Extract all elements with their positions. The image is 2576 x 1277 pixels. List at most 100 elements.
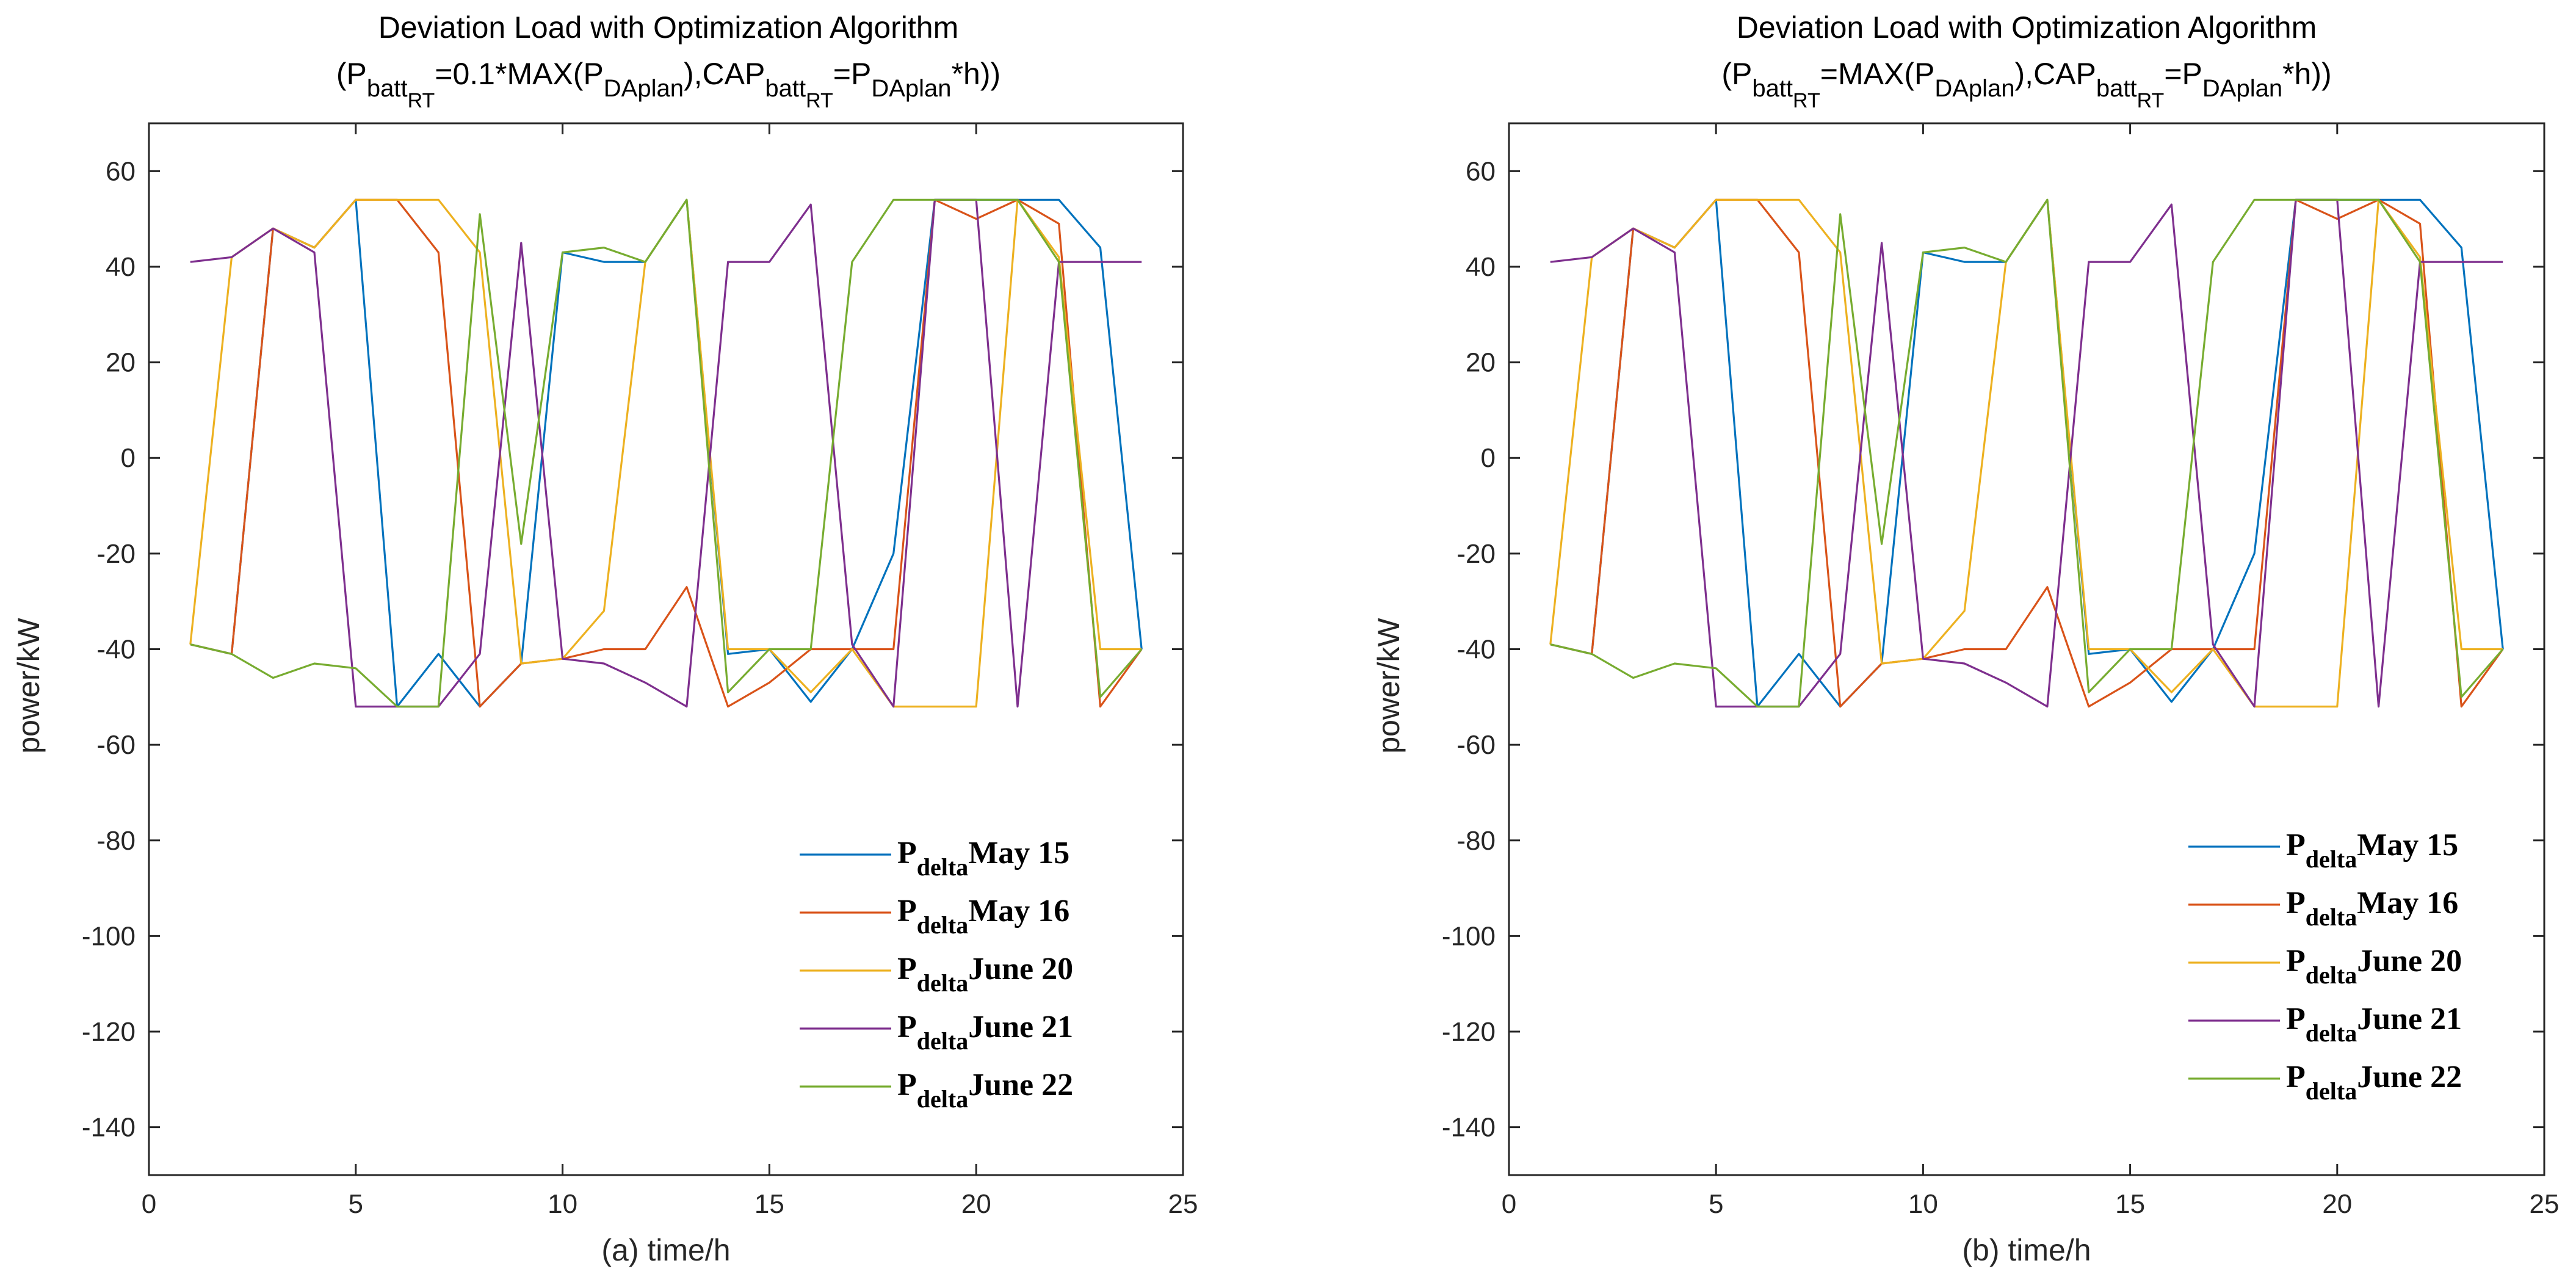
subtitle-subscript: RT [408,89,435,112]
y-tick-label: 20 [106,348,136,378]
legend-entry: PdeltaJune 20 [897,952,1073,997]
y-tick-label: -80 [1456,826,1496,856]
legend-entry: PdeltaJune 22 [897,1068,1073,1113]
legend-prefix: P [2286,1060,2306,1094]
legend-prefix: P [2286,886,2306,921]
subtitle-subscript: batt [2096,75,2137,102]
legend-entry: PdeltaMay 16 [2286,886,2458,931]
x-tick-label: 15 [2115,1189,2145,1219]
subtitle-part: ),CAP [2015,57,2096,91]
subtitle-part: *h)) [2282,57,2332,91]
legend-prefix: P [897,952,917,986]
legend-prefix: P [2286,828,2306,863]
subtitle-subscript: DAplan [1934,75,2014,102]
legend-subscript: delta [917,853,968,881]
y-tick-label: -40 [96,635,136,665]
y-tick-label: -20 [96,539,136,569]
legend-entry: PdeltaMay 16 [897,894,1069,939]
subtitle-part: *h)) [952,57,1001,91]
y-tick-label: -20 [1456,539,1496,569]
subtitle-subscript: batt [367,75,408,102]
y-tick-label: -40 [1456,635,1496,665]
subtitle-subscript: RT [806,89,833,112]
chart-subtitle: (PbattRT=MAX(PDAplan),CAPbattRT=PDAplan*… [1721,57,2331,112]
y-axis-label: power/kW [1372,618,1406,754]
subtitle-part: =P [833,57,872,91]
y-tick-label: -100 [1442,921,1496,951]
legend-subscript: delta [917,969,968,997]
y-tick-label: 0 [1481,443,1496,473]
x-tick-label: 10 [548,1189,577,1219]
x-tick-label: 25 [2530,1189,2560,1219]
x-tick-label: 15 [754,1189,784,1219]
subtitle-part: =0.1*MAX(P [435,57,604,91]
legend-label: May 15 [968,836,1069,870]
legend-label: June 22 [2357,1060,2462,1094]
legend-subscript: delta [917,1027,968,1055]
subtitle-part: (P [336,57,367,91]
x-tick-label: 25 [1168,1189,1198,1219]
y-tick-label: -140 [82,1113,136,1143]
series-line-june-21 [190,198,1142,708]
subtitle-subscript: DAplan [871,75,951,102]
legend-prefix: P [2286,944,2306,979]
y-tick-label: 60 [1466,156,1496,186]
subtitle-subscript: DAplan [604,75,684,102]
subtitle-part: (P [1721,57,1752,91]
y-axis-label: power/kW [12,618,46,754]
legend-label: June 21 [968,1010,1073,1044]
subtitle-subscript: RT [2137,89,2165,112]
legend-entry: PdeltaJune 20 [2286,944,2462,989]
legend-prefix: P [897,1068,917,1102]
x-tick-label: 5 [1709,1189,1723,1219]
legend-label: June 22 [968,1068,1073,1102]
legend-prefix: P [897,894,917,928]
legend-entry: PdeltaJune 21 [897,1010,1073,1055]
y-tick-label: -80 [96,826,136,856]
series-line-june-21 [1550,198,2503,708]
plot-area [1508,122,2545,1176]
subtitle-part: =MAX(P [1820,57,1935,91]
chart-subtitle: (PbattRT=0.1*MAX(PDAplan),CAPbattRT=PDAp… [336,57,1000,112]
subtitle-subscript: batt [1752,75,1793,102]
legend-label: June 20 [968,952,1073,986]
legend-entry: PdeltaJune 21 [2286,1002,2462,1047]
legend-entry: PdeltaMay 15 [897,836,1069,881]
y-tick-label: 40 [106,252,136,282]
y-tick-label: -140 [1442,1113,1496,1143]
y-tick-label: 0 [121,443,136,473]
x-tick-label: 0 [142,1189,156,1219]
subtitle-subscript: DAplan [2202,75,2282,102]
legend-label: June 21 [2357,1002,2462,1036]
legend-prefix: P [897,836,917,870]
legend-label: May 16 [2357,886,2458,921]
subtitle-subscript: batt [765,75,806,102]
subtitle-subscript: RT [1793,89,1820,112]
series-line-june-22 [190,198,1143,708]
legend-label: May 15 [2357,828,2458,863]
x-axis-label: (b) time/h [1962,1233,2091,1267]
legend-entry: PdeltaMay 15 [2286,828,2458,873]
legend-subscript: delta [2306,903,2357,931]
y-tick-label: -100 [82,921,136,951]
subtitle-part: =P [2164,57,2202,91]
y-tick-label: 60 [106,156,136,186]
x-tick-label: 20 [961,1189,991,1219]
legend-subscript: delta [2306,845,2357,873]
x-tick-label: 0 [1502,1189,1516,1219]
legend-entry: PdeltaJune 22 [2286,1060,2462,1105]
legend-prefix: P [2286,1002,2306,1036]
y-tick-label: 40 [1466,252,1496,282]
legend-subscript: delta [917,911,968,939]
legend-prefix: P [897,1010,917,1044]
y-tick-label: -120 [1442,1017,1496,1047]
y-tick-label: 20 [1466,348,1496,378]
x-tick-label: 5 [349,1189,363,1219]
legend-label: June 20 [2357,944,2462,979]
chart-title: Deviation Load with Optimization Algorit… [1737,10,2317,45]
legend-label: May 16 [968,894,1069,928]
plot-area [148,122,1184,1176]
x-axis-label: (a) time/h [601,1233,730,1267]
y-tick-label: -60 [96,730,136,760]
